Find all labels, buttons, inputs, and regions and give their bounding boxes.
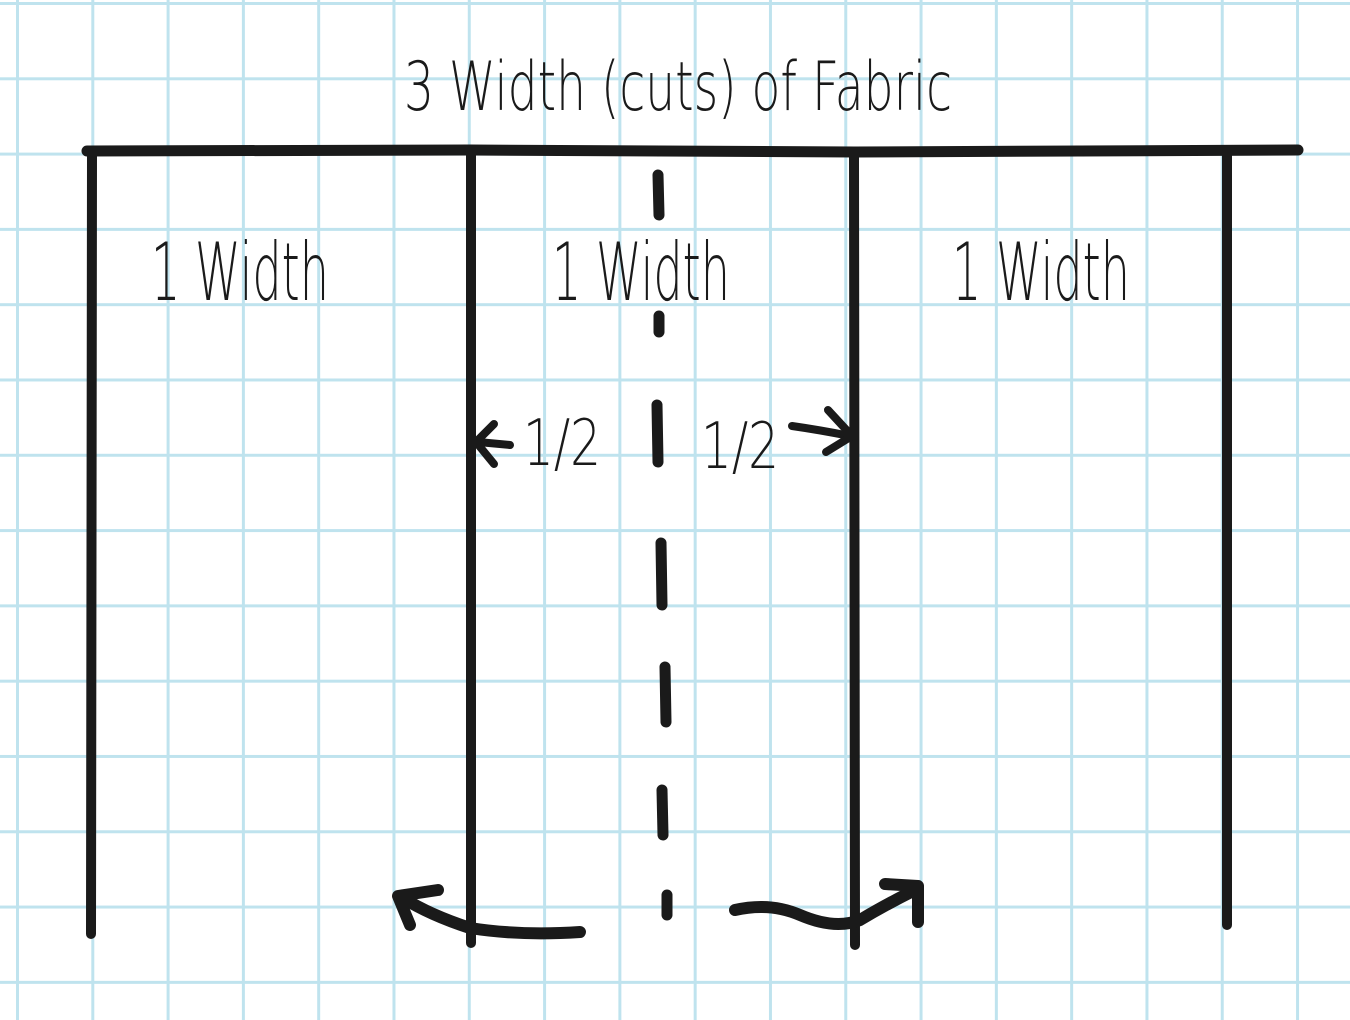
top-edge-line: [81, 144, 1304, 158]
panel-edge-line-3: [849, 147, 860, 950]
panel-edge-line-1: [86, 147, 97, 939]
panel-label-1: 1 Width: [151, 226, 329, 319]
half-label-right: 1/2: [701, 410, 779, 484]
left-half-arrow-icon: [472, 420, 514, 468]
fold-left-arrow-icon: [392, 884, 586, 940]
diagram-title: 3 Width (cuts) of Fabric: [404, 48, 952, 127]
half-label-left: 1/2: [523, 407, 601, 481]
right-half-arrow-icon: [788, 406, 856, 456]
fold-right-arrow-icon: [729, 878, 924, 930]
panel-label-3: 1 Width: [952, 226, 1130, 319]
center-cut-line: [651, 169, 673, 921]
panel-label-2: 1 Width: [552, 226, 730, 319]
